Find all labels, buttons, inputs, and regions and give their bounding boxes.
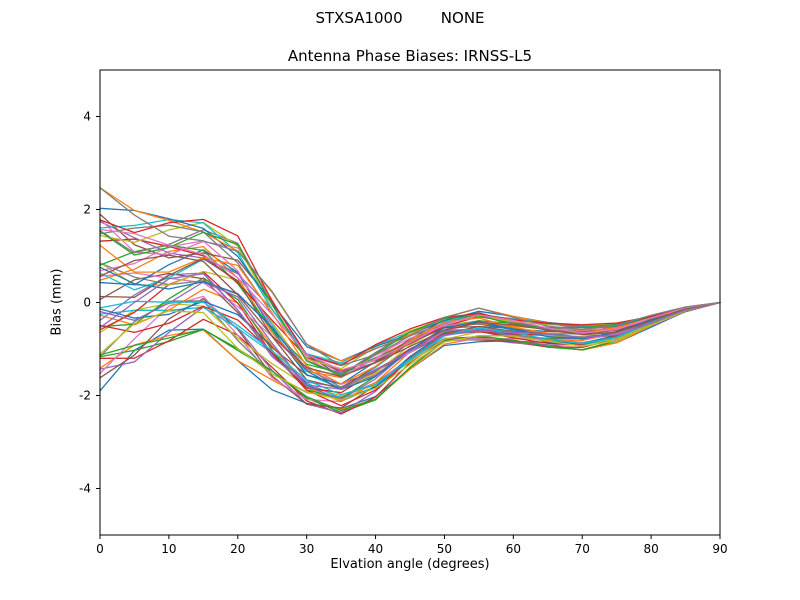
- series-line: [99, 187, 721, 367]
- y-tick-label: -2: [79, 389, 91, 403]
- x-tick-label: 20: [230, 542, 245, 556]
- figure-suptitle: STXSA1000 NONE: [315, 9, 485, 27]
- chart-title: Antenna Phase Biases: IRNSS-L5: [287, 47, 533, 65]
- y-tick-label: 4: [83, 110, 91, 124]
- series-line: [99, 301, 721, 407]
- series-line: [99, 273, 721, 390]
- y-axis-label: Bias (mm): [49, 268, 65, 336]
- x-tick-label: 30: [299, 542, 314, 556]
- x-tick-label: 40: [368, 542, 383, 556]
- x-tick-label: 90: [712, 542, 727, 556]
- series-line: [99, 218, 721, 367]
- x-axis-label: Elvation angle (degrees): [330, 557, 490, 572]
- x-tick-label: 60: [506, 542, 521, 556]
- x-tick-label: 70: [575, 542, 590, 556]
- x-tick-label: 50: [437, 542, 452, 556]
- x-tick-label: 0: [96, 542, 104, 556]
- y-tick-label: 0: [83, 296, 91, 310]
- series-line: [99, 300, 721, 396]
- x-tick-label: 10: [161, 542, 176, 556]
- series-line: [99, 244, 721, 385]
- series-line: [99, 230, 721, 377]
- series-line: [99, 228, 721, 371]
- x-tick-label: 80: [643, 542, 658, 556]
- y-tick-label: -4: [79, 482, 91, 496]
- series-line: [99, 249, 721, 385]
- series-line: [99, 254, 721, 378]
- series-line: [99, 301, 721, 410]
- y-tick-label: 2: [83, 203, 91, 217]
- series-line: [99, 301, 721, 401]
- series-group: [99, 187, 721, 415]
